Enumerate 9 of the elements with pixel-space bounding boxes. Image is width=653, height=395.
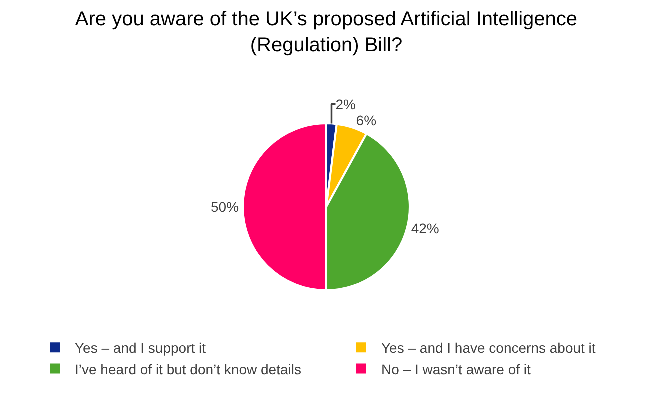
data-label: 6% (356, 112, 377, 128)
data-label: 42% (411, 220, 440, 236)
legend-label: Yes – and I have concerns about it (382, 340, 596, 356)
data-label: 50% (210, 199, 240, 216)
data-label: 2% (336, 96, 356, 112)
legend-label: No – I wasn’t aware of it (382, 361, 532, 378)
legend-label: Yes – and I support it (75, 340, 206, 356)
legend-label: I’ve heard of it but don’t know details (75, 361, 302, 378)
chart-title: Are you aware of the UK’s proposed Artificial Intelligence (Regulation) Bill? (75, 8, 578, 57)
